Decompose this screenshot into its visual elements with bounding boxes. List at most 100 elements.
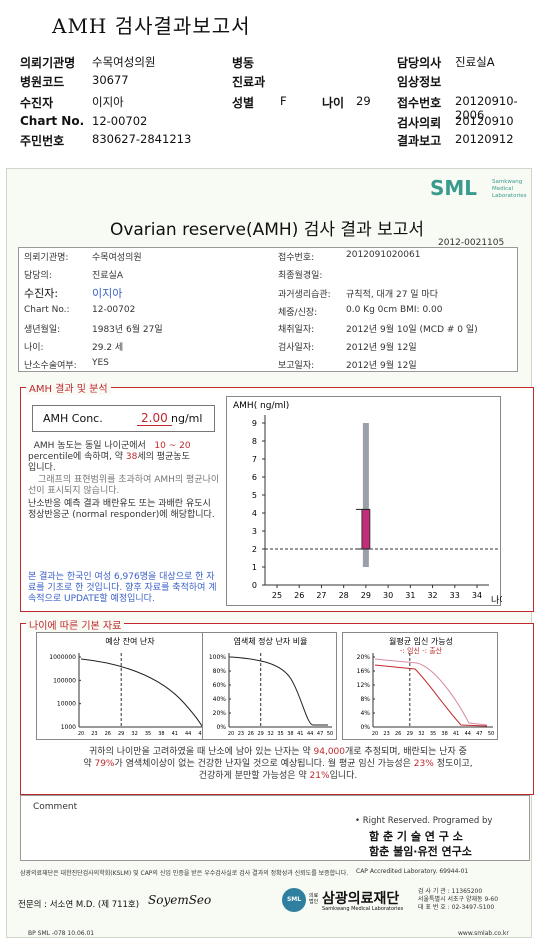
chromosome-chart-svg: 염색체 정상 난자 비율 100% 80% 60% 40% 20% 0%20 23 26 29 32…	[209, 636, 333, 737]
pregnancy-chart-svg: 월평균 임신 가능성-: 임신 -: 출산 20% 16% 12% 8% 4% 0%20 23…	[357, 636, 495, 737]
y-tick-label: 3	[252, 527, 257, 536]
mini-x-tick-label: 23	[238, 731, 244, 737]
header-label-1: Chart No.	[20, 114, 85, 128]
mini-x-tick-label: 20	[78, 731, 84, 737]
header-label-3: 결과보고	[397, 134, 442, 148]
footer-cert: 삼광의료재단은 대한진단검사의학회(KSLM) 및 CAP의 신임 인증을 받은…	[20, 870, 349, 877]
report-title: Ovarian reserve(AMH) 검사 결과 보고서	[109, 220, 425, 240]
x-tick-label: 34	[472, 591, 482, 600]
x-tick-label: 33	[450, 591, 460, 600]
mini-x-tick-label: 38	[287, 731, 293, 737]
mini-x-tick-label: 35	[277, 731, 283, 737]
mini-x-tick-label: 50	[488, 731, 494, 737]
mini-x-tick-label: 29	[258, 731, 264, 737]
mini-x-tick-label: 38	[441, 731, 447, 737]
amh-section-title: AMH 결과 및 분석	[26, 380, 111, 395]
basic-summary: 귀하의 나이만을 고려하였을 때 난소에 남아 있는 난자는 약 94,000개…	[83, 747, 473, 781]
range-bar	[362, 423, 369, 567]
foundation-logo: SML	[282, 888, 306, 912]
header-label-1: 병원코드	[20, 75, 65, 89]
header-label-3: 접수번호	[397, 96, 442, 110]
mini-chart-title: 월평균 임신 가능성	[389, 636, 453, 646]
basic-section-title: 나이에 따른 기본 자료	[26, 617, 125, 632]
x-axis-label: 나이	[491, 595, 502, 606]
org-1: 함 춘 기 술 연 구 소	[369, 830, 463, 843]
mini-y-tick-label: 40%	[213, 696, 227, 703]
org-2: 함춘 불임·유전 연구소	[369, 845, 472, 858]
patient-field-label: 체중/신장:	[278, 308, 318, 318]
header-value-2: F	[280, 94, 287, 108]
header-value-3: 20120910-2006	[455, 94, 518, 122]
amh-text-3: 난소반응 예측 결과 배란유도 또는 과배란 유도시 정상반응군 (normal…	[28, 499, 215, 520]
patient-info-box	[18, 247, 518, 372]
x-tick-label: 31	[405, 591, 415, 600]
rights-text: • Right Reserved. Programed by	[355, 816, 493, 826]
y-tick-label: 6	[252, 473, 257, 482]
chromosome-curve	[230, 656, 328, 726]
value-bar	[361, 509, 371, 550]
x-tick-label: 30	[383, 591, 393, 600]
patient-field-value: 진료실A	[92, 271, 123, 281]
eggs-curve	[80, 658, 208, 728]
mini-x-tick-label: 20	[228, 731, 234, 737]
header-value-1: 830627-2841213	[92, 132, 192, 146]
y-tick-label: 4	[252, 509, 257, 518]
mini-y-tick-label: 10000	[57, 701, 76, 708]
mini-x-tick-label: 44	[465, 731, 471, 737]
mini-chart-title: 예상 잔여 난자	[105, 636, 155, 646]
footer-doctor: 전문의 : 서소연 M.D. (제 711호)	[18, 900, 140, 910]
patient-field-label: 보고일자:	[278, 361, 315, 371]
patient-field-value: 29.2 세	[92, 343, 124, 353]
mini-x-tick-label: 32	[418, 731, 424, 737]
header-label-2: 병동	[232, 56, 255, 70]
patient-field-value: 2012년 9월 12일	[346, 361, 417, 371]
header-label-1: 수진자	[20, 96, 54, 110]
x-tick-label: 29	[361, 591, 371, 600]
patient-field-label: 나이:	[24, 343, 44, 353]
footer-web: www.smlab.co.kr	[458, 930, 509, 937]
header-value-1: 12-00702	[92, 114, 148, 128]
mini-x-tick-label: 23	[383, 731, 389, 737]
header-label-3: 임상정보	[397, 75, 442, 89]
mini-x-tick-label: 47	[198, 731, 204, 737]
mini-x-tick-label: 26	[395, 731, 401, 737]
amh-text-1: AMH 농도는 동일 나이군에서 10 ~ 20 percentile에 속하며…	[28, 441, 191, 473]
header-label-2: 성별	[232, 96, 255, 110]
mini-y-tick-label: 0%	[216, 724, 226, 731]
foundation-small: 의료 법인	[309, 893, 319, 905]
header-value-3: 20120910	[455, 114, 514, 128]
amh-chart: AMH( ng/ml) 0 1 2 3 4 5 6 7 8 9 25 26 27 28 29 30 31 32 33 3…	[226, 396, 508, 606]
y-tick-label: 7	[252, 455, 257, 464]
amh-text-2: 그래프의 표현범위를 초과하여 AMH의 평균나이선이 표시되지 않습니다.	[28, 475, 220, 496]
mini-y-tick-label: 60%	[213, 682, 227, 689]
mini-y-tick-label: 12%	[357, 682, 371, 689]
amh-conc-label: AMH Conc.	[43, 412, 103, 425]
amh-conc-box: AMH Conc. 2.00 ng/ml	[32, 405, 215, 432]
header-value-age: 29	[356, 94, 371, 108]
mini-x-tick-label: 41	[453, 731, 459, 737]
header-value-1: 30677	[92, 73, 129, 87]
mini-x-tick-label: 47	[476, 731, 482, 737]
patient-field-label: 난소수술여부:	[24, 361, 77, 371]
delivery-curve	[374, 664, 488, 727]
patient-field-value: 20120910​20061	[346, 250, 421, 260]
mini-y-tick-label: 100000	[53, 677, 76, 684]
mini-x-tick-label: 32	[131, 731, 137, 737]
header-value-3: 진료실A	[455, 55, 495, 69]
mini-y-tick-label: 20%	[357, 654, 371, 661]
pregnancy-chart: 월평균 임신 가능성 -: 임신 -: 출산 20% 16% 12% 8% 4% 0% 20 23…	[342, 632, 498, 740]
mini-y-tick-label: 4%	[360, 710, 370, 717]
mini-y-tick-label: 16%	[357, 668, 371, 675]
amh-conc-value: 2.00	[137, 411, 172, 426]
patient-field-value: 12-00702	[92, 305, 136, 315]
patient-field-value: 0.0 Kg 0cm BMI: 0.00	[346, 305, 443, 315]
mini-x-tick-label: 32	[267, 731, 273, 737]
header-value-1: 수목여성의원	[92, 55, 156, 69]
mini-x-tick-label: 41	[297, 731, 303, 737]
foundation-name: 삼광의료재단	[322, 891, 400, 907]
mini-x-tick-label: 26	[248, 731, 254, 737]
mini-chart-legend: -: 임신 -: 출산	[400, 646, 443, 655]
sml-logo: SML	[430, 176, 478, 200]
y-tick-label: 8	[252, 437, 257, 446]
